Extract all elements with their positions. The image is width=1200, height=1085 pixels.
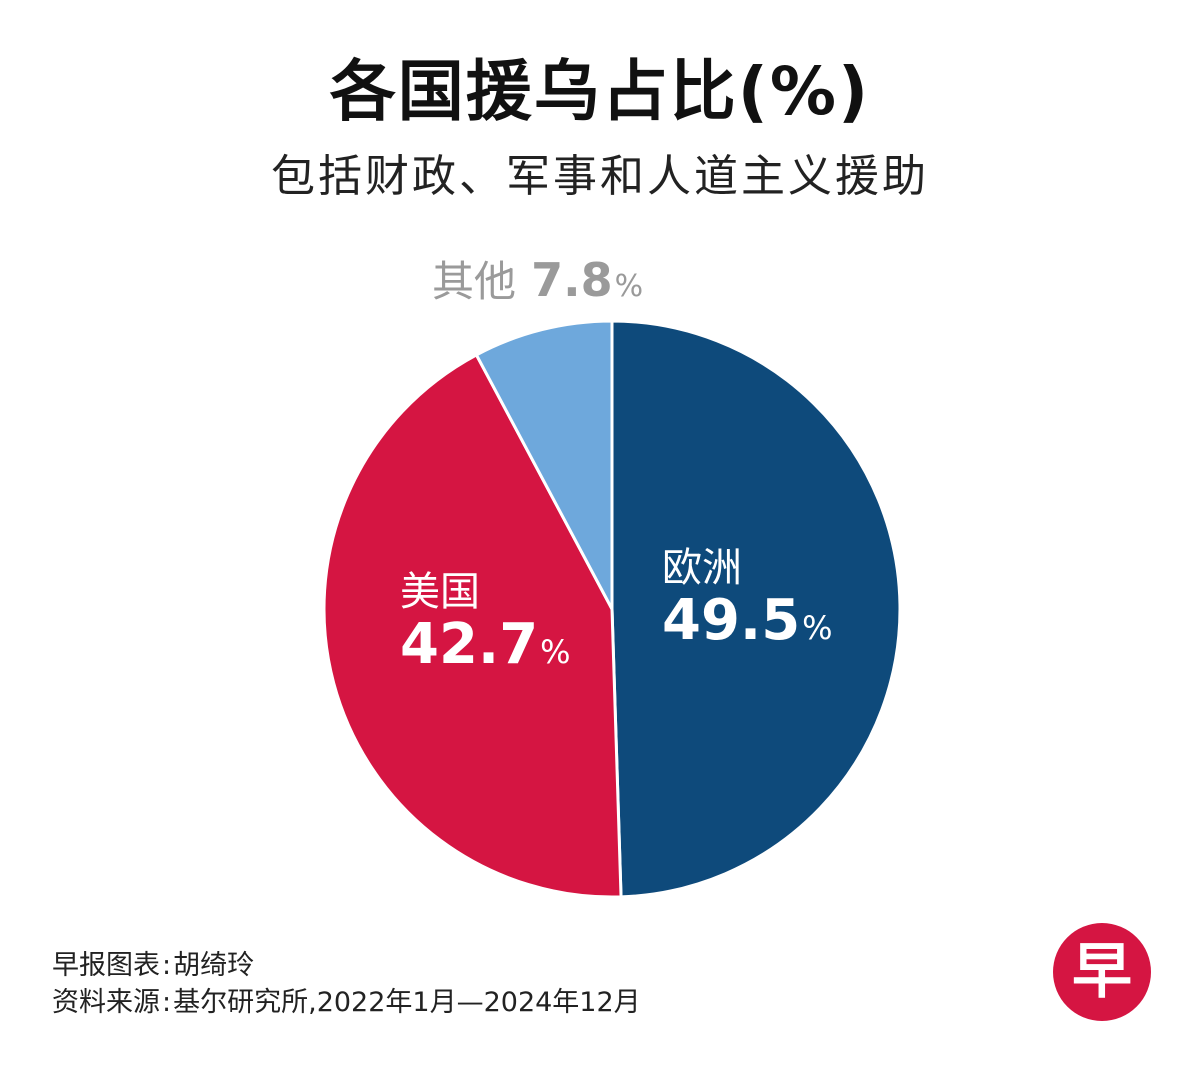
pie-slice-other bbox=[474, 319, 614, 611]
zaobao-logo: 早 bbox=[1053, 923, 1151, 1021]
slice-value-europe-number: 49.5 bbox=[662, 588, 801, 653]
slice-value-europe: 49.5% bbox=[662, 590, 833, 652]
pie-slice-us bbox=[322, 353, 623, 899]
slice-label-us: 美国 42.7% bbox=[400, 570, 571, 676]
footer-source-text: 基尔研究所,2022年1月—2024年12月 bbox=[173, 987, 641, 1018]
slice-name-europe: 欧洲 bbox=[662, 545, 742, 591]
chart-title: 各国援乌占比(%) bbox=[329, 53, 871, 130]
slice-name-us: 美国 bbox=[400, 569, 480, 615]
footer-source-colon: : bbox=[162, 987, 172, 1018]
slice-value-other-unit: % bbox=[614, 269, 644, 304]
footer-credit-name: 胡绮玲 bbox=[173, 950, 255, 981]
footer-credit: 早报图表:胡绮玲 bbox=[52, 943, 254, 982]
logo-circle bbox=[1053, 923, 1151, 1021]
footer-source-label: 资料来源 bbox=[52, 987, 160, 1018]
footer-credit-colon: : bbox=[162, 950, 172, 981]
pie-slice-europe bbox=[610, 319, 902, 899]
slice-value-us: 42.7% bbox=[400, 614, 571, 676]
slice-label-other: 其他 7.8% bbox=[432, 255, 643, 306]
slice-value-europe-unit: % bbox=[802, 609, 833, 647]
slice-value-us-unit: % bbox=[540, 633, 571, 671]
slice-name-other: 其他 bbox=[432, 257, 517, 306]
footer-source: 资料来源:基尔研究所,2022年1月—2024年12月 bbox=[52, 980, 641, 1019]
slice-value-us-number: 42.7 bbox=[400, 612, 539, 677]
slice-label-europe: 欧洲 49.5% bbox=[662, 546, 833, 652]
slice-value-other-number: 7.8 bbox=[531, 253, 613, 307]
slice-value-other: 7.8% bbox=[531, 253, 643, 307]
logo-glyph: 早 bbox=[1072, 937, 1132, 1007]
chart-subtitle: 包括财政、军事和人道主义援助 bbox=[271, 151, 929, 202]
footer-credit-label: 早报图表 bbox=[52, 950, 160, 981]
